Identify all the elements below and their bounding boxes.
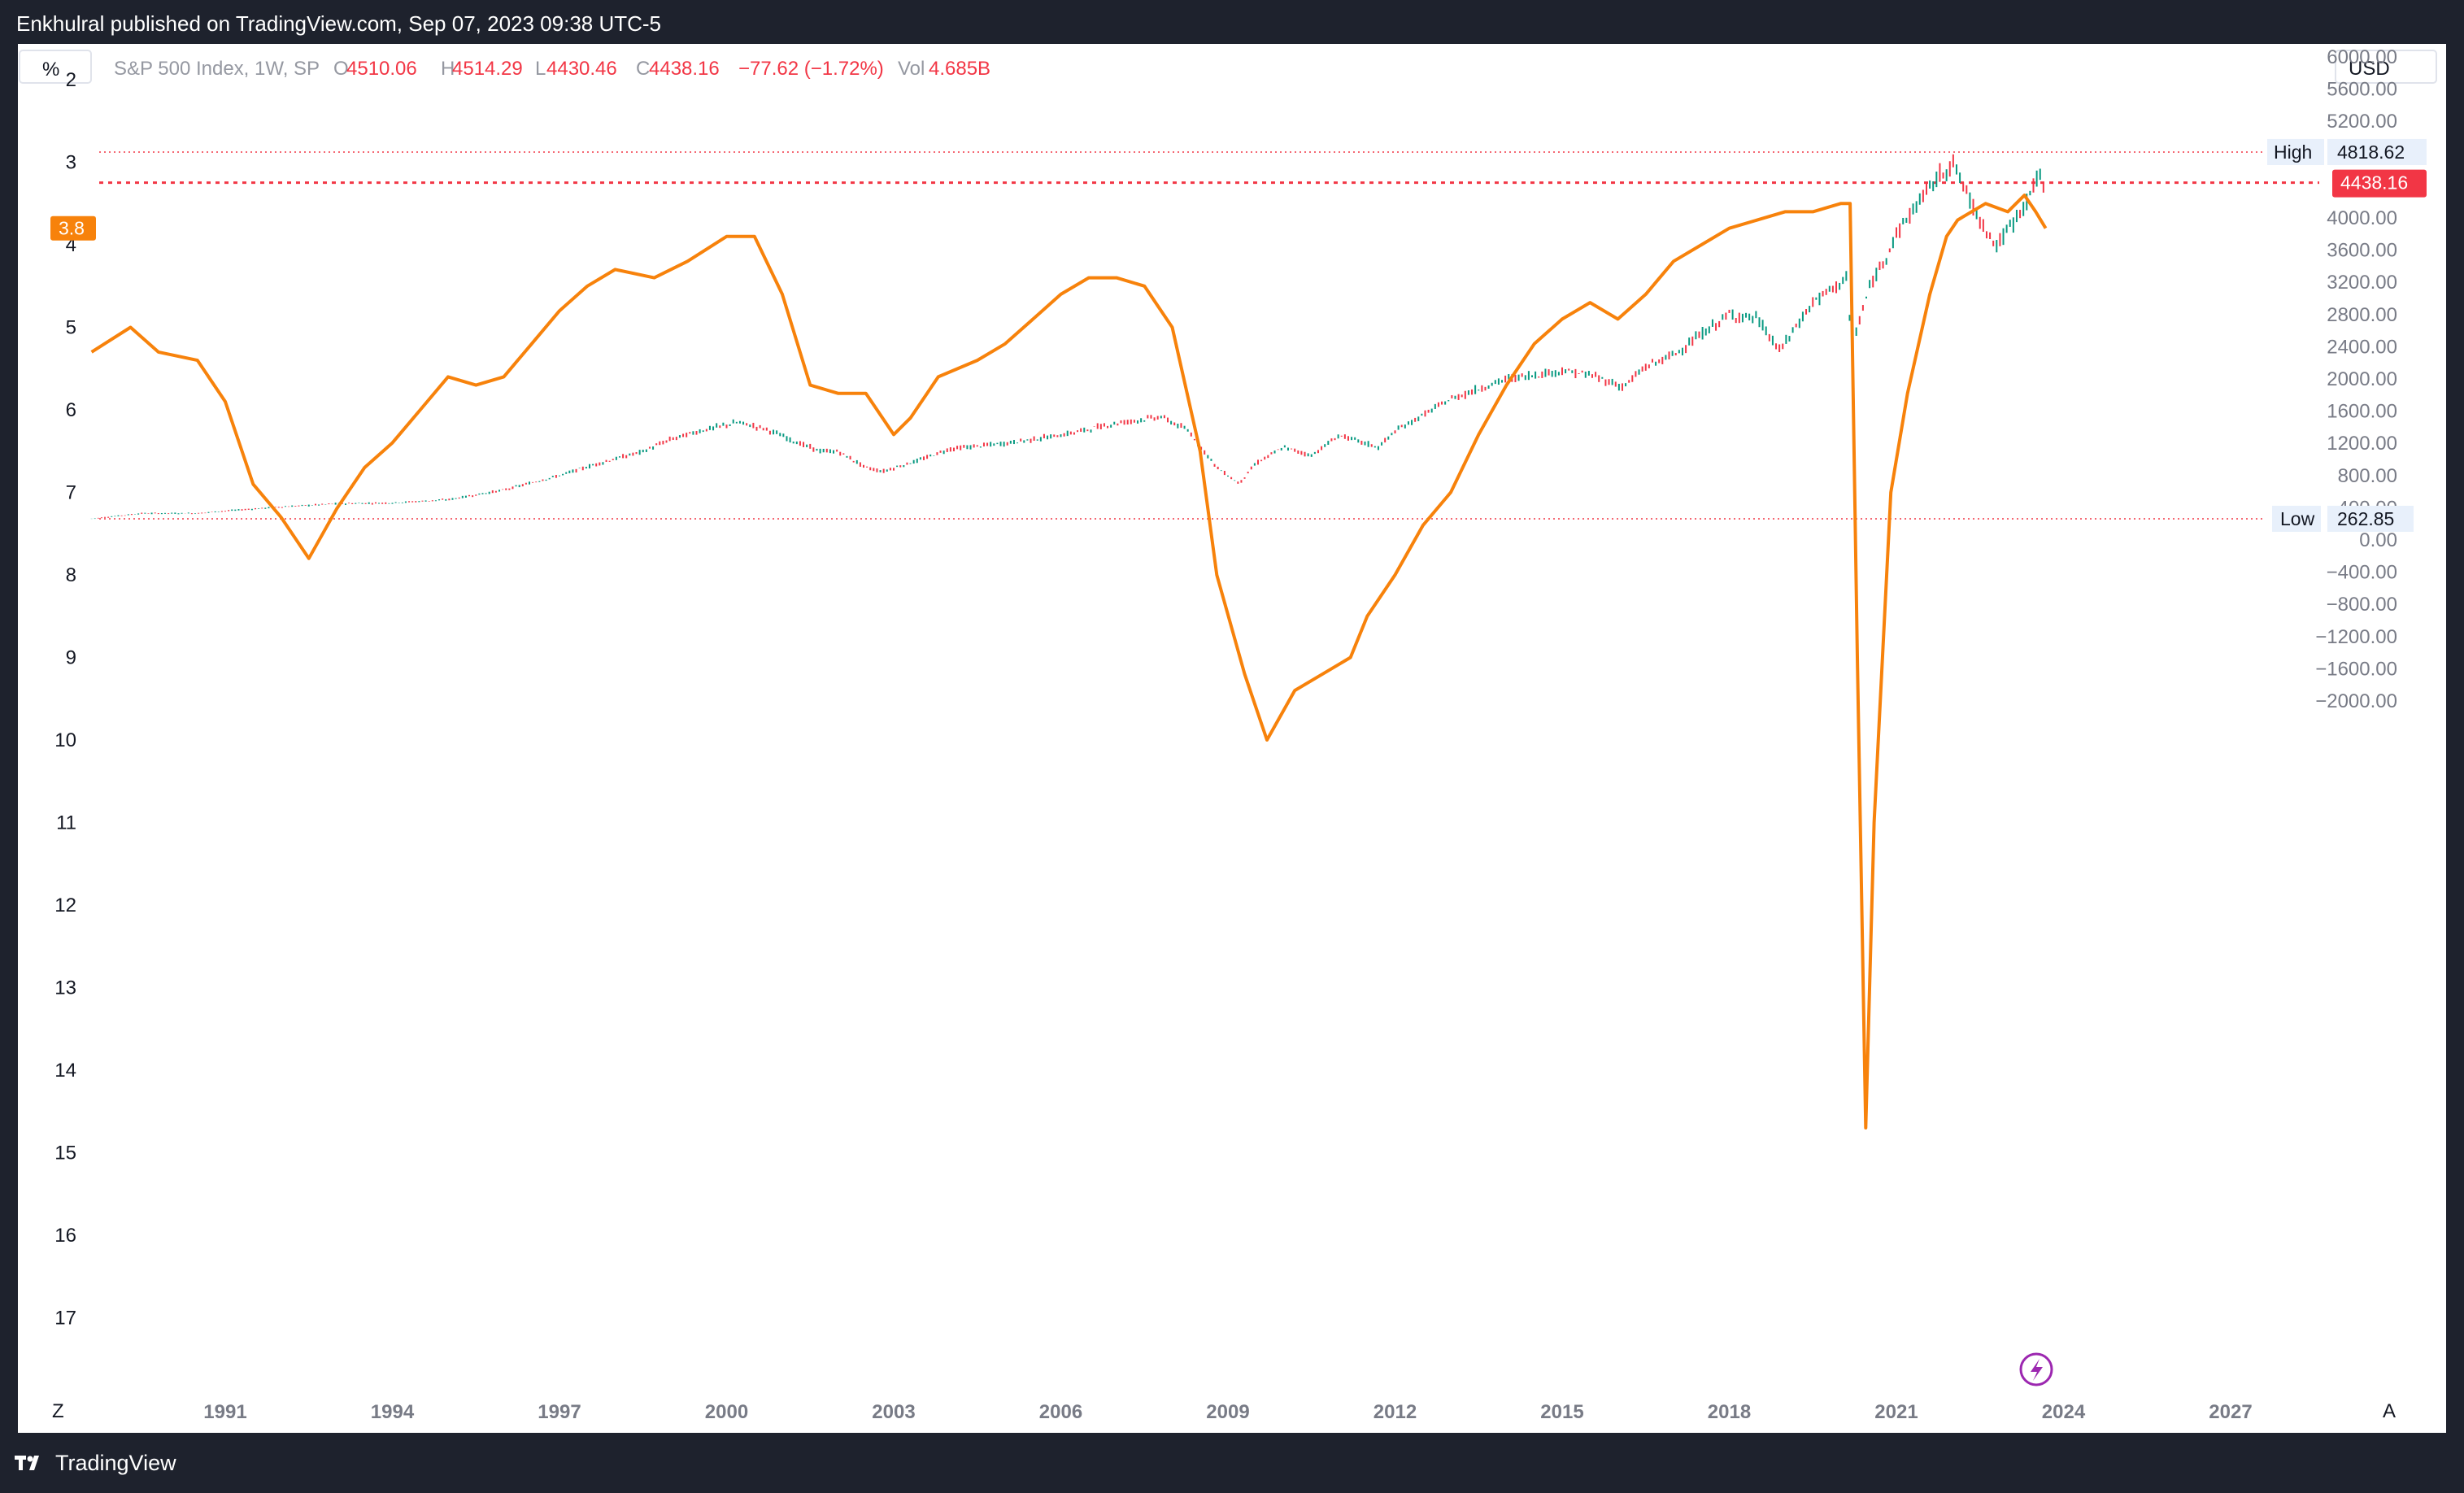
time-axis-tick: 2012 (1373, 1401, 1417, 1423)
last-price-label: 4438.16 (2340, 172, 2408, 194)
auto-scale-toggle[interactable]: A (2383, 1400, 2396, 1422)
right-axis-tick: 0.00 (2359, 529, 2397, 551)
orange-series-line (90, 194, 2048, 1130)
left-axis-tick: 11 (56, 812, 76, 834)
right-axis-tick: 1200.00 (2327, 433, 2397, 455)
time-axis-tick: 2027 (2209, 1401, 2252, 1423)
high-value-label: 4818.62 (2337, 141, 2405, 163)
open-label: O (333, 58, 349, 80)
right-axis-tick: 2800.00 (2327, 304, 2397, 326)
high-tag-label: High (2274, 141, 2312, 163)
left-axis-tick: 17 (54, 1308, 76, 1330)
left-axis-tick: 7 (66, 482, 76, 504)
time-axis-tick: 2015 (1540, 1401, 1583, 1423)
left-axis-tick: 13 (54, 977, 76, 999)
footer: TradingView (0, 1433, 2464, 1493)
right-axis-tick: 5200.00 (2327, 111, 2397, 133)
low-label: L (535, 58, 546, 80)
time-axis-tick: 2009 (1206, 1401, 1249, 1423)
currency-label: USD (2349, 58, 2390, 80)
open-value: 4510.06 (346, 58, 417, 80)
log-scale-toggle[interactable]: Z (52, 1400, 64, 1422)
left-axis-tick: 14 (54, 1060, 76, 1082)
low-value-tag (2327, 505, 2414, 532)
orange-series (90, 194, 2048, 1130)
right-axis-tick: 6000.00 (2327, 46, 2397, 68)
low-value-label: 262.85 (2337, 508, 2394, 529)
time-axis-tick: 2018 (1708, 1401, 1751, 1423)
last-price-tag (2332, 169, 2427, 198)
low-tag-label: Low (2280, 508, 2315, 529)
percent-scale-button[interactable] (19, 50, 92, 84)
time-axis: 1991 1994 1997 2000 2003 2006 2009 2012 2015 2018… (203, 1401, 2252, 1423)
left-current-label: 3.8 (59, 218, 85, 239)
left-axis-tick: 15 (54, 1143, 76, 1164)
left-axis-tick: 6 (66, 399, 76, 421)
left-axis-tick: 5 (66, 317, 76, 339)
time-axis-tick: 1991 (203, 1401, 246, 1423)
low-value: 4430.46 (546, 58, 617, 80)
right-axis-markers: High 4818.62 Low 262.85 4438.16 (2267, 138, 2427, 532)
published-info: Enkhulral published on TradingView.com, … (16, 11, 662, 36)
left-axis-tick: 3 (66, 152, 76, 174)
change-value: −77.62 (−1.72%) (738, 58, 884, 80)
time-axis-tick: 2006 (1039, 1401, 1082, 1423)
right-axis-tick: 800.00 (2338, 465, 2397, 487)
high-value: 4514.29 (452, 58, 523, 80)
tradingview-logo-icon (15, 1456, 39, 1470)
lightning-icon[interactable] (2019, 1352, 2053, 1386)
right-axis-tick: −800.00 (2327, 594, 2397, 616)
left-axis-tick: 10 (54, 729, 76, 751)
left-axis-tick: 2 (66, 69, 76, 91)
high-tag (2267, 138, 2324, 165)
tradingview-logo[interactable]: TradingView (15, 1451, 176, 1475)
currency-button[interactable] (2335, 50, 2437, 84)
right-axis-tick: 1600.00 (2327, 401, 2397, 423)
right-axis-tick: 2400.00 (2327, 336, 2397, 358)
volume-label: Vol (898, 58, 925, 80)
time-axis-tick: 1994 (371, 1401, 415, 1423)
left-axis-tick: 16 (54, 1225, 76, 1247)
volume-value: 4.685B (929, 58, 990, 80)
close-value: 4438.16 (649, 58, 720, 80)
close-label: C (636, 58, 650, 80)
left-axis-tick: 8 (66, 564, 76, 586)
top-bar: Enkhulral published on TradingView.com, … (0, 0, 2464, 44)
right-axis-tick: −2000.00 (2315, 690, 2397, 712)
left-axis-tick: 12 (54, 894, 76, 916)
right-axis-tick: 3200.00 (2327, 272, 2397, 294)
symbol-text: S&P 500 Index, 1W, SP (114, 58, 320, 80)
high-value-tag (2327, 138, 2427, 165)
left-current-marker: 3.8 (50, 215, 96, 241)
left-axis-tick: 9 (66, 647, 76, 669)
right-axis-tick: 2000.00 (2327, 368, 2397, 390)
right-axis-tick: 5600.00 (2327, 79, 2397, 101)
high-label: H (441, 58, 455, 80)
chart-svg[interactable]: % S&P 500 Index, 1W, SP O 4510.06 H 4514… (18, 44, 2446, 1433)
right-axis-tick: −1200.00 (2315, 626, 2397, 648)
right-axis-tick: 4000.00 (2327, 207, 2397, 229)
horizontal-lines (99, 151, 2319, 520)
chart-area[interactable]: % S&P 500 Index, 1W, SP O 4510.06 H 4514… (18, 44, 2446, 1433)
legend: % S&P 500 Index, 1W, SP O 4510.06 H 4514… (19, 50, 990, 84)
time-axis-tick: 2003 (872, 1401, 915, 1423)
percent-scale-label: % (42, 59, 59, 81)
time-axis-tick: 2021 (1874, 1401, 1918, 1423)
time-axis-tick: 1997 (538, 1401, 581, 1423)
right-axis-tick: −400.00 (2327, 562, 2397, 584)
candle-series (90, 154, 2044, 520)
low-tag (2272, 505, 2321, 532)
right-axis-tick: −1600.00 (2315, 658, 2397, 680)
time-axis-tick: 2000 (705, 1401, 748, 1423)
right-axis-tick: 3600.00 (2327, 240, 2397, 262)
brand-name: TradingView (55, 1450, 176, 1475)
time-axis-tick: 2024 (2042, 1401, 2086, 1423)
left-current-badge (50, 215, 96, 241)
